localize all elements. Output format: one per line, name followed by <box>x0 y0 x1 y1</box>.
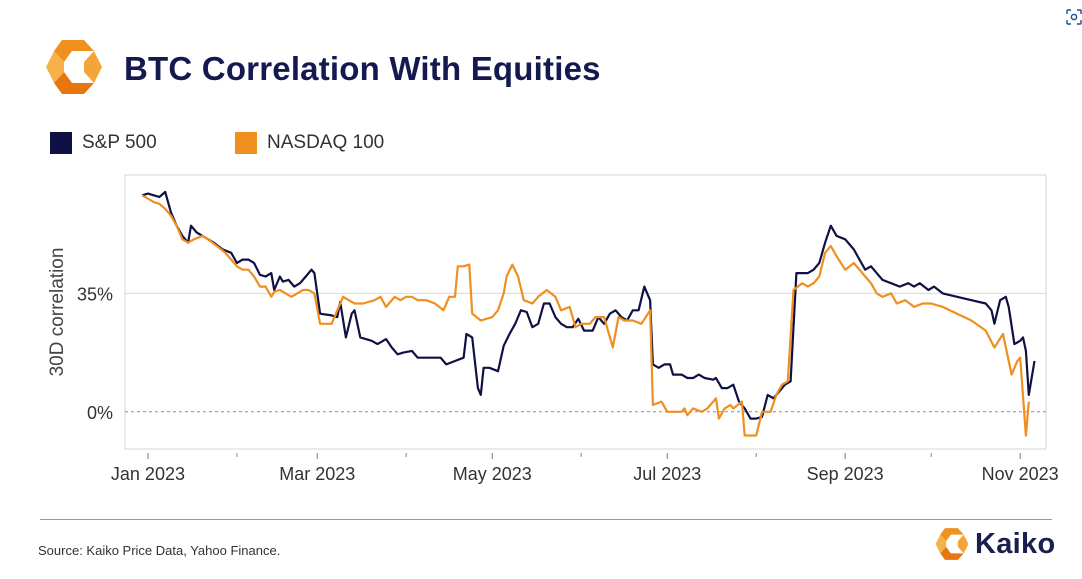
y-tick-label: 0% <box>87 403 113 423</box>
plot-area <box>124 174 1047 450</box>
legend-swatch-nasdaq100 <box>235 132 257 154</box>
x-tick-label: Sep 2023 <box>807 464 884 484</box>
legend-swatch-sp500 <box>50 132 72 154</box>
x-tick-label: Jan 2023 <box>111 464 185 484</box>
line-chart: 0% 35% Jan 2023 Mar 2023 May 2023 Jul 2023 Sep… <box>47 174 1059 484</box>
kaiko-logo-icon <box>46 40 102 94</box>
legend-label-sp500: S&P 500 <box>82 132 157 153</box>
legend-label-nasdaq100: NASDAQ 100 <box>267 132 385 153</box>
footer-divider <box>40 519 1052 520</box>
y-tick-label: 35% <box>77 284 113 304</box>
brand-name: Kaiko <box>975 527 1056 560</box>
x-tick-label: Mar 2023 <box>279 464 355 484</box>
legend-item-nasdaq100[interactable]: NASDAQ 100 <box>235 132 384 154</box>
chart-title: BTC Correlation With Equities <box>124 50 601 87</box>
grid-lines <box>125 292 1046 413</box>
kaiko-small-logo-icon <box>935 528 969 560</box>
series-layer <box>141 190 1036 437</box>
legend-item-sp500[interactable]: S&P 500 <box>50 132 157 154</box>
x-tick-label: Nov 2023 <box>982 464 1059 484</box>
screenshot-capture-icon[interactable] <box>1065 8 1082 26</box>
brand-logo[interactable]: Kaiko <box>933 527 1055 561</box>
x-tick-label: May 2023 <box>453 464 532 484</box>
series-line-nasdaq-100 <box>141 194 1030 437</box>
x-tick-label: Jul 2023 <box>633 464 701 484</box>
axis-layer: 0% 35% Jan 2023 Mar 2023 May 2023 Jul 2023 Sep… <box>77 284 1059 484</box>
source-note: Source: Kaiko Price Data, Yahoo Finance. <box>38 543 281 558</box>
y-axis-label: 30D correlation <box>47 248 68 377</box>
